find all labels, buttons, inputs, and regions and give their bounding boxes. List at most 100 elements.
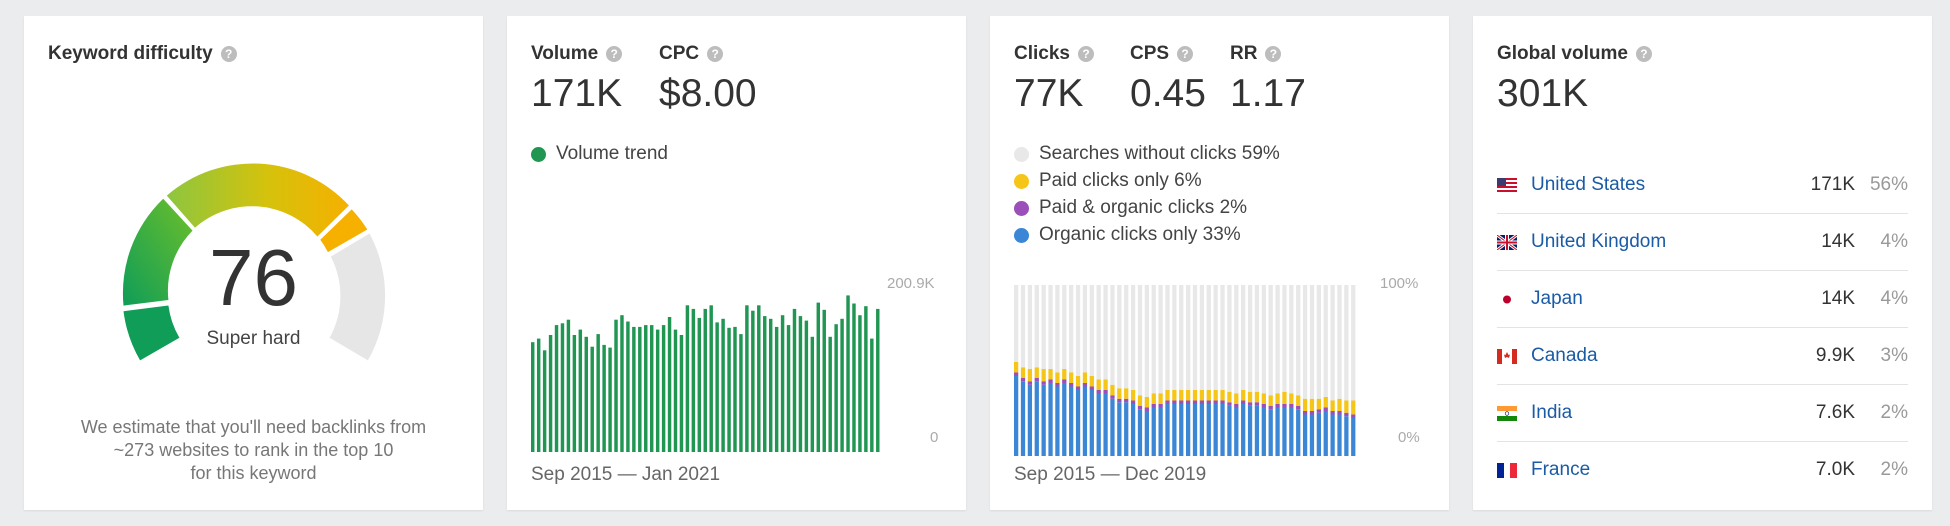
- organic-clicks-segment[interactable]: [1110, 398, 1115, 456]
- paid-clicks-segment[interactable]: [1296, 395, 1301, 406]
- paid-clicks-segment[interactable]: [1124, 388, 1129, 399]
- organic-clicks-segment[interactable]: [1234, 407, 1239, 457]
- volume-bar[interactable]: [661, 325, 666, 452]
- paid-clicks-segment[interactable]: [1048, 369, 1053, 380]
- no-clicks-segment[interactable]: [1137, 285, 1143, 396]
- paid-organic-clicks-segment[interactable]: [1117, 398, 1122, 403]
- no-clicks-segment[interactable]: [1124, 285, 1129, 389]
- volume-bar[interactable]: [846, 295, 850, 452]
- paid-clicks-segment[interactable]: [1117, 388, 1122, 399]
- organic-clicks-segment[interactable]: [1179, 404, 1184, 456]
- volume-bar[interactable]: [691, 308, 696, 452]
- paid-organic-clicks-segment[interactable]: [1192, 400, 1198, 405]
- country-link[interactable]: United Kingdom: [1531, 231, 1667, 252]
- no-clicks-segment[interactable]: [1027, 285, 1033, 369]
- no-clicks-segment[interactable]: [1254, 285, 1260, 392]
- volume-bar[interactable]: [840, 318, 844, 452]
- volume-bar[interactable]: [655, 329, 660, 452]
- paid-clicks-segment[interactable]: [1082, 372, 1088, 384]
- organic-clicks-segment[interactable]: [1055, 386, 1060, 457]
- paid-organic-clicks-segment[interactable]: [1096, 390, 1101, 394]
- paid-clicks-segment[interactable]: [1103, 379, 1108, 391]
- paid-clicks-segment[interactable]: [1062, 369, 1067, 380]
- volume-bar[interactable]: [644, 325, 648, 452]
- volume-bar[interactable]: [822, 309, 826, 452]
- volume-bar[interactable]: [554, 325, 559, 452]
- paid-clicks-segment[interactable]: [1268, 395, 1273, 406]
- organic-clicks-segment[interactable]: [1344, 416, 1349, 456]
- paid-clicks-segment[interactable]: [1351, 400, 1356, 415]
- organic-clicks-segment[interactable]: [1069, 386, 1074, 457]
- no-clicks-segment[interactable]: [1062, 285, 1067, 369]
- no-clicks-segment[interactable]: [1179, 285, 1184, 390]
- organic-clicks-segment[interactable]: [1220, 404, 1225, 456]
- paid-clicks-segment[interactable]: [1261, 393, 1266, 405]
- volume-bar[interactable]: [804, 320, 809, 452]
- organic-clicks-segment[interactable]: [1020, 381, 1026, 456]
- volume-bar[interactable]: [798, 316, 803, 452]
- organic-clicks-segment[interactable]: [1103, 393, 1108, 457]
- no-clicks-segment[interactable]: [1316, 285, 1321, 399]
- paid-organic-clicks-segment[interactable]: [1268, 405, 1273, 410]
- legend-paid-organic-clicks[interactable]: Paid & organic clicks 2%: [1014, 197, 1247, 219]
- no-clicks-segment[interactable]: [1130, 285, 1136, 390]
- paid-organic-clicks-segment[interactable]: [1144, 407, 1149, 412]
- volume-bar[interactable]: [852, 303, 856, 453]
- no-clicks-segment[interactable]: [1186, 285, 1191, 390]
- paid-clicks-segment[interactable]: [1130, 390, 1136, 401]
- paid-organic-clicks-segment[interactable]: [1247, 402, 1253, 406]
- volume-bar[interactable]: [531, 342, 535, 452]
- volume-bar[interactable]: [697, 317, 702, 452]
- paid-organic-clicks-segment[interactable]: [1062, 379, 1067, 384]
- country-link[interactable]: India: [1531, 402, 1573, 423]
- organic-clicks-segment[interactable]: [1227, 405, 1232, 456]
- volume-bar[interactable]: [828, 336, 832, 452]
- country-link[interactable]: Japan: [1531, 288, 1583, 309]
- volume-bar[interactable]: [792, 308, 797, 452]
- no-clicks-segment[interactable]: [1151, 285, 1156, 394]
- organic-clicks-segment[interactable]: [1165, 404, 1170, 456]
- paid-organic-clicks-segment[interactable]: [1220, 400, 1225, 405]
- volume-bar[interactable]: [590, 346, 594, 452]
- organic-clicks-segment[interactable]: [1213, 404, 1218, 456]
- legend-paid-clicks[interactable]: Paid clicks only 6%: [1014, 170, 1202, 192]
- paid-clicks-segment[interactable]: [1282, 391, 1287, 404]
- paid-clicks-segment[interactable]: [1172, 390, 1177, 401]
- no-clicks-segment[interactable]: [1261, 285, 1266, 394]
- volume-bar[interactable]: [536, 338, 541, 452]
- paid-clicks-segment[interactable]: [1137, 395, 1143, 406]
- paid-organic-clicks-segment[interactable]: [1234, 404, 1239, 408]
- organic-clicks-segment[interactable]: [1158, 407, 1163, 457]
- volume-bar[interactable]: [578, 329, 583, 452]
- no-clicks-segment[interactable]: [1289, 285, 1294, 394]
- help-icon[interactable]: ?: [707, 46, 724, 62]
- paid-clicks-segment[interactable]: [1158, 393, 1163, 405]
- paid-clicks-segment[interactable]: [1275, 393, 1280, 405]
- organic-clicks-segment[interactable]: [1075, 390, 1081, 456]
- paid-organic-clicks-segment[interactable]: [1069, 383, 1074, 387]
- no-clicks-segment[interactable]: [1165, 285, 1170, 390]
- volume-bar[interactable]: [566, 319, 571, 452]
- volume-bar[interactable]: [715, 322, 719, 452]
- paid-clicks-segment[interactable]: [1302, 398, 1308, 411]
- paid-organic-clicks-segment[interactable]: [1055, 383, 1060, 387]
- volume-bar[interactable]: [834, 324, 838, 452]
- legend-organic-clicks[interactable]: Organic clicks only 33%: [1014, 224, 1241, 246]
- paid-organic-clicks-segment[interactable]: [1158, 404, 1163, 408]
- no-clicks-segment[interactable]: [1227, 285, 1232, 392]
- volume-bar[interactable]: [667, 317, 672, 452]
- paid-organic-clicks-segment[interactable]: [1130, 400, 1136, 405]
- volume-bar[interactable]: [560, 323, 565, 452]
- no-clicks-segment[interactable]: [1014, 285, 1019, 362]
- organic-clicks-segment[interactable]: [1323, 411, 1328, 456]
- paid-organic-clicks-segment[interactable]: [1309, 411, 1315, 415]
- paid-clicks-segment[interactable]: [1041, 369, 1046, 382]
- organic-clicks-segment[interactable]: [1309, 414, 1315, 457]
- organic-clicks-segment[interactable]: [1296, 409, 1301, 456]
- volume-bar[interactable]: [727, 327, 731, 452]
- no-clicks-segment[interactable]: [1020, 285, 1026, 368]
- organic-clicks-segment[interactable]: [1034, 381, 1039, 456]
- volume-bar[interactable]: [709, 305, 713, 452]
- paid-clicks-segment[interactable]: [1151, 393, 1156, 405]
- help-icon[interactable]: ?: [1635, 46, 1652, 62]
